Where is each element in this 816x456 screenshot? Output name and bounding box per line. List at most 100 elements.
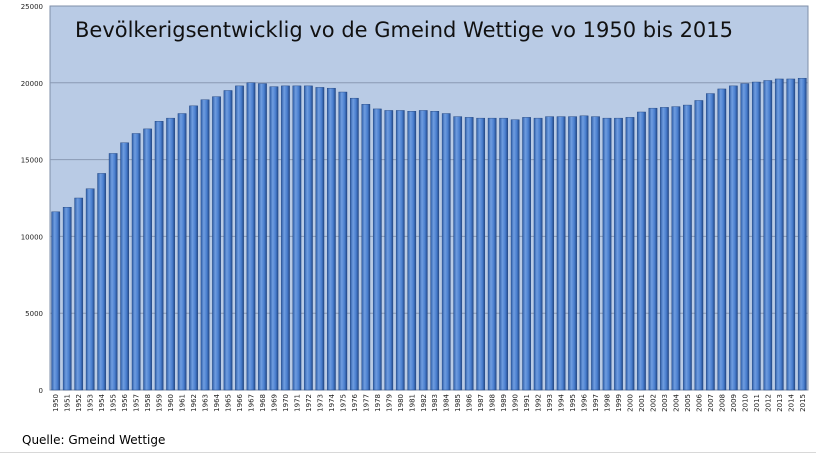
bar-2007 [706,93,715,391]
x-tick-label: 2013 [776,394,784,412]
x-tick-label: 1991 [523,394,531,412]
x-tick-label: 1963 [202,394,210,412]
x-tick-label: 2006 [695,393,703,411]
x-tick-label: 1976 [351,393,359,411]
bar-1987 [476,117,486,391]
x-tick-label: 1975 [339,394,347,412]
bar-1973 [315,87,325,391]
bar-1999 [614,117,623,391]
y-tick-label: 5000 [25,310,43,318]
bar-2005 [683,104,692,391]
x-tick-label: 1972 [305,394,313,412]
x-axis-ticks: 1950 1951 1952 1953 1954 1955 1956 1957 1958 1959… [52,393,807,411]
x-tick-label: 1994 [558,393,566,411]
bar-1970 [281,85,290,391]
x-tick-label: 1983 [431,394,439,412]
bar-2001 [637,111,646,391]
x-tick-label: 1987 [477,394,485,412]
bar-1992 [533,117,543,391]
x-tick-label: 1962 [190,394,198,412]
bar-1957 [131,133,141,391]
source-note: Quelle: Gmeind Wettige [22,433,166,447]
bar-1963 [200,99,210,391]
x-tick-label: 1954 [98,393,106,411]
bar-1974 [327,87,336,391]
x-tick-label: 1952 [75,394,83,412]
x-tick-label: 1950 [52,394,60,412]
x-tick-label: 1956 [121,393,129,411]
bar-1952 [74,197,84,391]
x-tick-label: 1992 [535,394,543,412]
bar-1988 [487,117,497,391]
x-tick-label: 1957 [133,394,141,412]
bar-1969 [269,86,279,391]
x-tick-label: 1998 [604,394,612,412]
x-tick-label: 1993 [546,394,554,412]
x-tick-label: 1973 [316,394,324,412]
x-tick-label: 1974 [328,393,336,411]
bar-1954 [97,173,107,391]
bar-1979 [384,110,394,391]
bar-1998 [602,117,612,391]
x-tick-label: 1971 [293,394,301,412]
bar-1985 [453,116,463,391]
bar-2008 [717,88,727,391]
x-tick-label: 1979 [385,394,393,412]
x-tick-label: 1951 [64,394,72,412]
bar-1989 [499,117,508,391]
x-tick-label: 1959 [156,394,164,412]
x-tick-label: 1970 [282,394,290,412]
y-axis-ticks: 0 5000 10000 15000 20000 25000 [21,3,43,395]
x-tick-label: 1977 [362,394,370,412]
chart-title: Bevölkerigsentwicklig vo de Gmeind Wetti… [75,18,733,42]
x-tick-label: 2003 [661,394,669,412]
bar-2002 [648,107,658,391]
bar-1996 [579,115,589,391]
bar-1990 [510,119,520,391]
x-tick-label: 1965 [225,394,233,412]
bar-1965 [223,90,233,391]
bar-1995 [568,116,577,391]
bar-1953 [85,188,95,391]
bar-1977 [361,104,371,391]
x-tick-label: 1986 [466,393,474,411]
x-tick-label: 2004 [672,393,680,411]
x-tick-label: 1960 [167,394,175,412]
bar-1984 [441,113,451,391]
bar-1978 [372,108,382,391]
x-tick-label: 1953 [87,394,95,412]
x-tick-label: 2011 [753,394,761,412]
bar-1991 [522,117,531,391]
bar-1966 [235,85,244,391]
bars [51,77,807,391]
bar-1981 [407,111,417,391]
bar-1982 [418,110,428,391]
bar-1956 [120,142,129,391]
x-tick-label: 1985 [454,394,462,412]
divider [0,452,816,453]
x-tick-label: 1982 [420,394,428,412]
bar-2015 [797,77,807,391]
x-tick-label: 1968 [259,394,267,412]
gridlines [50,82,808,314]
bar-1960 [166,117,175,391]
bar-1962 [189,105,198,391]
x-tick-label: 1990 [512,394,520,412]
bar-2006 [694,100,704,391]
x-tick-label: 2001 [638,394,646,412]
y-tick-label: 25000 [21,3,43,11]
x-tick-label: 1980 [397,394,405,412]
x-tick-label: 2007 [707,394,715,412]
bar-1958 [143,128,152,391]
bar-2000 [625,117,635,391]
x-tick-label: 1964 [213,393,221,411]
bar-2012 [763,80,773,391]
bar-1983 [430,111,440,391]
y-tick-label: 20000 [21,80,43,88]
bar-1993 [545,116,554,391]
y-tick-label: 10000 [21,233,43,241]
x-tick-label: 2002 [649,394,657,412]
x-tick-label: 2012 [764,394,772,412]
bar-2010 [740,83,750,391]
